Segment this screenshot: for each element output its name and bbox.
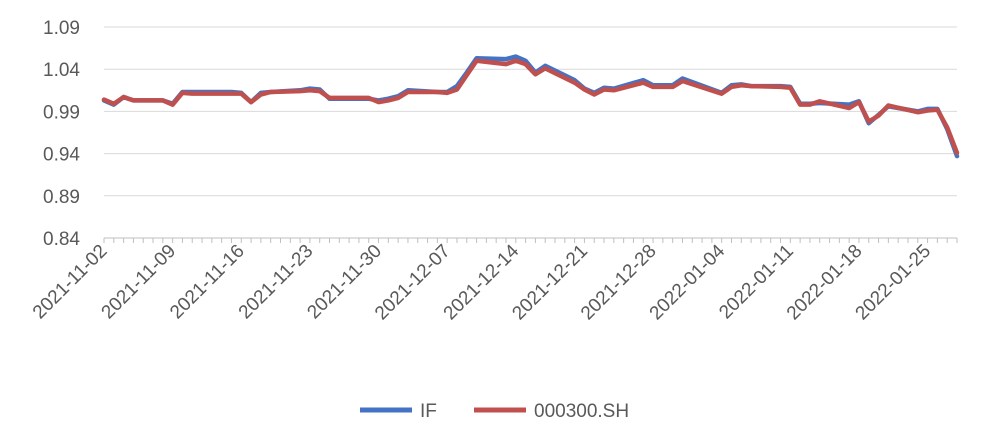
y-tick-label: 0.89 [43,187,80,208]
x-axis: 2021-11-022021-11-092021-11-162021-11-23… [29,237,958,324]
y-tick-label: 0.94 [43,145,80,166]
legend-label: 000300.SH [534,401,629,422]
y-tick-label: 1.09 [43,18,80,39]
gridlines [104,26,957,197]
y-tick-label: 0.99 [43,102,80,123]
legend-label: IF [420,401,437,422]
series-lines [101,54,960,159]
y-tick-label: 1.04 [43,60,80,81]
legend: IF 000300.SH [360,401,629,422]
y-axis: 1.09 1.04 0.99 0.94 0.89 0.84 [43,18,80,250]
series-line-000300-sh [101,58,960,156]
x-tick-label: 2022-01-04 [646,240,730,324]
y-tick-label: 0.84 [43,229,80,250]
